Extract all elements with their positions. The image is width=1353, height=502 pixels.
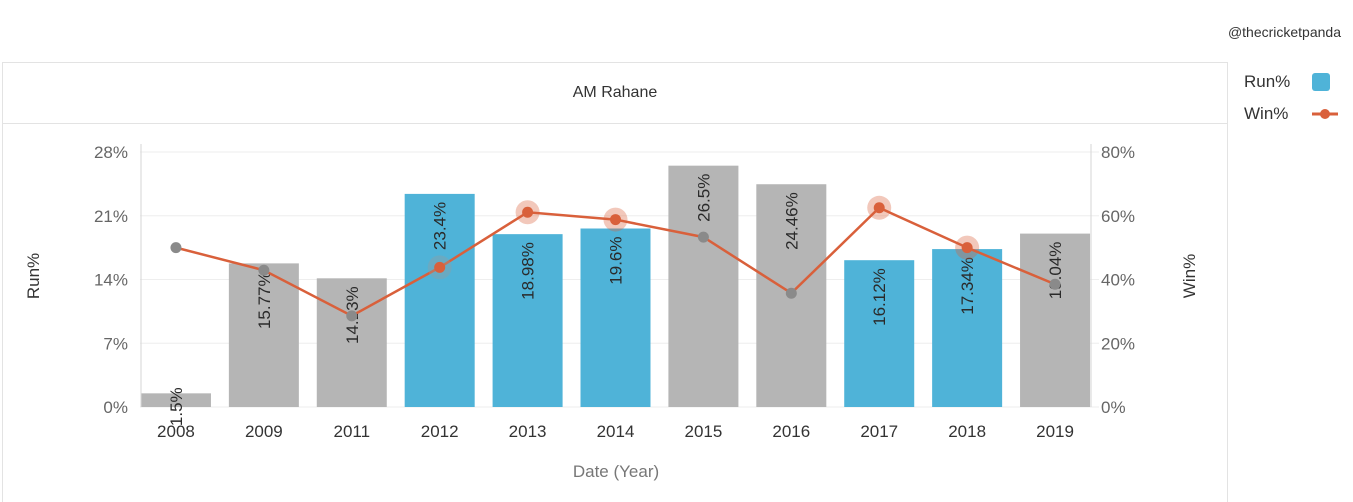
y-tick-label: 28% bbox=[94, 143, 128, 162]
x-tick-label: 2018 bbox=[948, 422, 986, 441]
win-point-2013[interactable] bbox=[522, 206, 534, 218]
credit-label: @thecricketpanda bbox=[1227, 24, 1341, 40]
win-point-2016[interactable] bbox=[785, 287, 797, 299]
x-tick-label: 2009 bbox=[245, 422, 283, 441]
x-tick-label: 2013 bbox=[509, 422, 547, 441]
bar-2014[interactable] bbox=[580, 228, 651, 408]
bar-label-2017: 16.12% bbox=[870, 268, 889, 326]
win-point-2012[interactable] bbox=[434, 261, 446, 273]
bar-label-2018: 17.34% bbox=[958, 257, 977, 315]
chart-panel: AM Rahane bbox=[2, 62, 1228, 502]
bar-2009[interactable] bbox=[228, 263, 299, 407]
bar-2015[interactable] bbox=[668, 165, 739, 407]
win-point-2014[interactable] bbox=[610, 214, 621, 226]
x-tick-label: 2012 bbox=[421, 422, 459, 441]
bar-2011[interactable] bbox=[316, 278, 387, 407]
bar-2013[interactable] bbox=[492, 234, 563, 407]
bar-label-2016: 24.46% bbox=[782, 192, 801, 250]
bar-label-2008: 1.5% bbox=[167, 387, 186, 426]
y-tick-label: 7% bbox=[103, 334, 128, 353]
x-tick-label: 2008 bbox=[157, 422, 195, 441]
legend-item-win[interactable]: Win% bbox=[1244, 98, 1338, 130]
win-point-2019[interactable] bbox=[1049, 278, 1061, 290]
bar-labels: 1.5%15.77%14.13%23.4%18.98%19.6%26.5%24.… bbox=[167, 174, 1065, 426]
bar-label-2012: 23.4% bbox=[431, 202, 450, 250]
bar-2018[interactable] bbox=[932, 249, 1003, 407]
win-point-2017[interactable] bbox=[873, 202, 885, 214]
win-point-2008[interactable] bbox=[170, 242, 182, 254]
legend: Run% Win% bbox=[1244, 66, 1338, 130]
legend-swatch-win bbox=[1312, 109, 1338, 119]
bar-2008[interactable] bbox=[140, 393, 211, 407]
x-axis-label: Date (Year) bbox=[573, 462, 659, 481]
y-tick-label: 21% bbox=[94, 207, 128, 226]
win-point-2011[interactable] bbox=[346, 310, 358, 322]
bar-label-2009: 15.77% bbox=[255, 271, 274, 329]
legend-label-win: Win% bbox=[1244, 104, 1289, 123]
y2-tick-label: 0% bbox=[1101, 398, 1126, 417]
y2-tick-label: 60% bbox=[1101, 207, 1135, 226]
win-line bbox=[170, 195, 1061, 322]
x-tick-label: 2019 bbox=[1036, 422, 1074, 441]
bar-label-2019: 19.04% bbox=[1046, 242, 1065, 300]
y-tick-label: 0% bbox=[103, 398, 128, 417]
win-point-2015[interactable] bbox=[697, 231, 709, 243]
legend-label-run: Run% bbox=[1244, 72, 1291, 91]
legend-swatch-run bbox=[1312, 73, 1330, 91]
axes: 0% 7% 14% 21% 28% 0% 20% 40% 60% 80% 2008 2009 2011 2… bbox=[94, 143, 1135, 441]
x-tick-label: 2016 bbox=[772, 422, 810, 441]
x-tick-label: 2011 bbox=[333, 422, 370, 441]
y2-axis-label: Win% bbox=[1180, 254, 1199, 298]
y2-tick-label: 20% bbox=[1101, 334, 1135, 353]
x-tick-label: 2014 bbox=[597, 422, 635, 441]
bar-label-2014: 19.6% bbox=[607, 237, 626, 285]
bar-2017[interactable] bbox=[844, 260, 915, 407]
bar-2019[interactable] bbox=[1020, 233, 1091, 407]
x-tick-label: 2017 bbox=[860, 422, 898, 441]
x-tick-label: 2015 bbox=[684, 422, 722, 441]
bar-label-2013: 18.98% bbox=[519, 242, 538, 300]
y-tick-label: 14% bbox=[94, 271, 128, 290]
bar-2012[interactable] bbox=[404, 193, 475, 407]
bar-label-2015: 26.5% bbox=[694, 174, 713, 222]
y2-tick-label: 80% bbox=[1101, 143, 1135, 162]
chart-title: AM Rahane bbox=[3, 63, 1227, 124]
y-axis-label: Run% bbox=[24, 253, 43, 299]
bars bbox=[140, 165, 1091, 408]
legend-item-run[interactable]: Run% bbox=[1244, 66, 1338, 98]
win-point-2009[interactable] bbox=[258, 264, 270, 276]
y2-tick-label: 40% bbox=[1101, 271, 1135, 290]
win-point-2018[interactable] bbox=[961, 242, 973, 254]
